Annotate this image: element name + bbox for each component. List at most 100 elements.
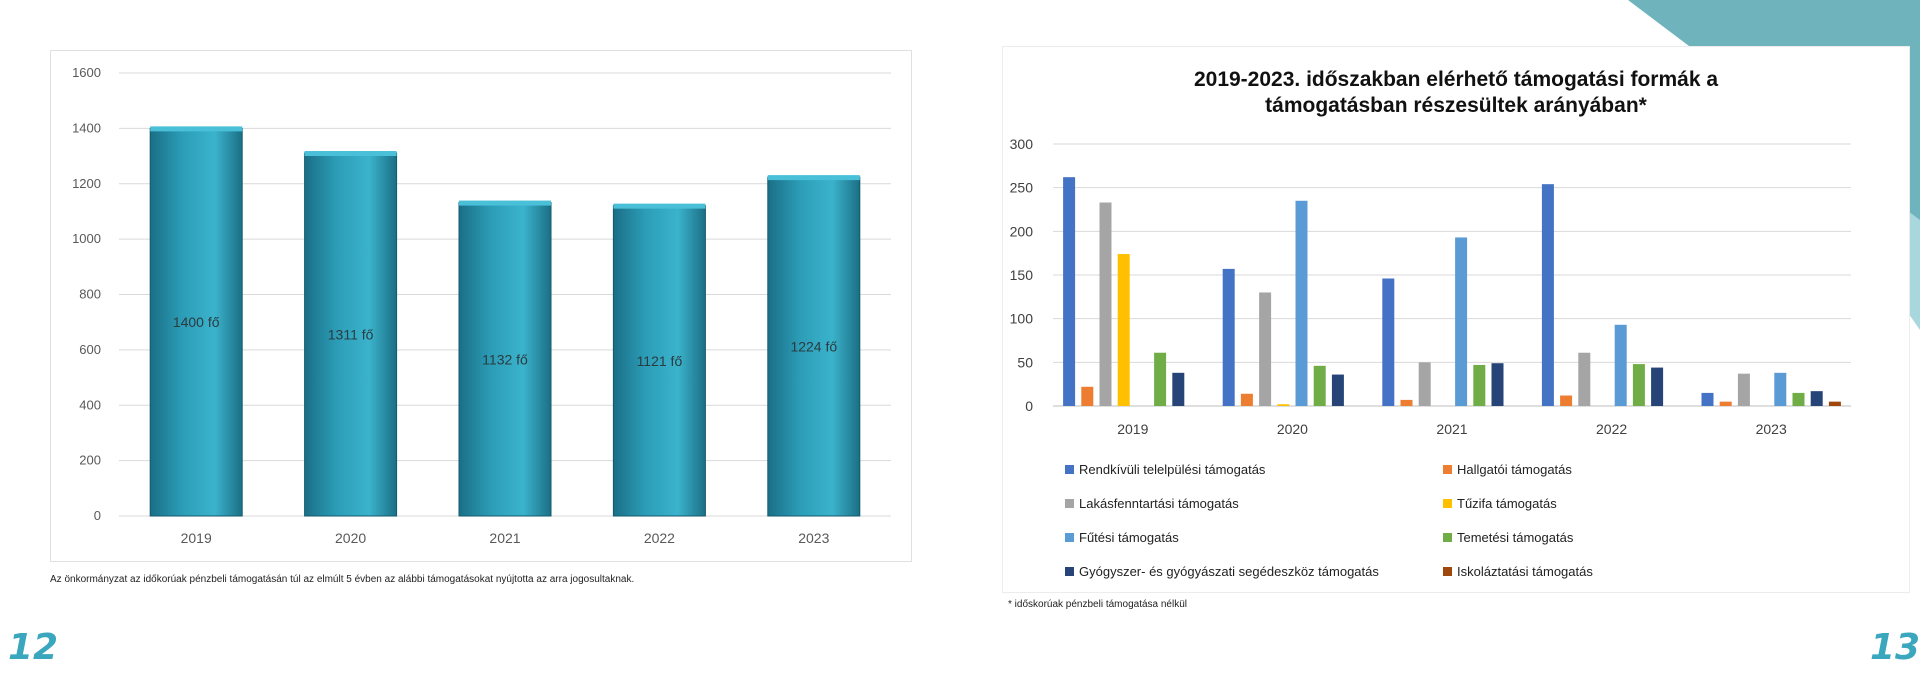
chart-title-line-2: támogatásban részesültek arányában* bbox=[1265, 94, 1647, 117]
y-tick-label: 1000 bbox=[72, 231, 101, 246]
legend-item: Temetési támogatás bbox=[1443, 530, 1573, 545]
legend-label: Fűtési támogatás bbox=[1079, 530, 1179, 545]
x-tick-label: 2019 bbox=[181, 530, 212, 546]
bar bbox=[1810, 391, 1823, 406]
legend-label: Hallgatói támogatás bbox=[1457, 462, 1572, 477]
bar bbox=[1701, 392, 1714, 406]
bar bbox=[1774, 372, 1787, 406]
x-tick-label: 2019 bbox=[1117, 421, 1148, 437]
legend-swatch bbox=[1065, 465, 1074, 475]
legend-item: Hallgatói támogatás bbox=[1443, 462, 1572, 477]
chart-title-line-1: 2019-2023. időszakban elérhető támogatás… bbox=[1194, 68, 1718, 91]
y-tick-label: 300 bbox=[1010, 136, 1034, 152]
legend-item: Gyógyszer- és gyógyászati segédeszköz tá… bbox=[1065, 564, 1379, 579]
x-tick-label: 2023 bbox=[798, 530, 829, 546]
x-tick-label: 2022 bbox=[644, 530, 675, 546]
bar-cap bbox=[304, 151, 397, 157]
bar bbox=[1473, 364, 1486, 406]
data-label: 1311 fő bbox=[328, 327, 374, 343]
bar bbox=[1277, 404, 1290, 406]
right-grouped-bar-chart: 2019-2023. időszakban elérhető támogatás… bbox=[1010, 68, 1851, 437]
y-tick-label: 150 bbox=[1010, 267, 1034, 283]
bar bbox=[1828, 401, 1841, 406]
legend-label: Lakásfenntartási támogatás bbox=[1079, 496, 1239, 511]
bar bbox=[458, 202, 552, 517]
bar-cap bbox=[613, 203, 706, 209]
x-tick-label: 2022 bbox=[1596, 421, 1627, 437]
legend-swatch bbox=[1065, 567, 1074, 577]
bar bbox=[1737, 373, 1750, 406]
bar bbox=[1099, 202, 1112, 406]
bar bbox=[1154, 352, 1167, 406]
y-tick-label: 0 bbox=[1025, 398, 1033, 414]
bar bbox=[1172, 372, 1185, 406]
legend-swatch bbox=[1443, 533, 1452, 543]
x-tick-label: 2023 bbox=[1756, 421, 1787, 437]
bar bbox=[1578, 352, 1591, 406]
x-tick-label: 2020 bbox=[1277, 421, 1308, 437]
bar bbox=[1382, 278, 1395, 406]
bar-cap bbox=[150, 126, 243, 132]
y-tick-label: 250 bbox=[1010, 180, 1034, 196]
legend-swatch bbox=[1443, 499, 1452, 509]
bar bbox=[1719, 401, 1732, 406]
legend-label: Tűzifa támogatás bbox=[1457, 496, 1557, 511]
bar bbox=[304, 152, 398, 517]
left-caption: Az önkormányzat az időkorúak pénzbeli tá… bbox=[50, 574, 635, 585]
legend-swatch bbox=[1443, 567, 1452, 577]
y-tick-label: 600 bbox=[79, 342, 101, 357]
y-tick-label: 1600 bbox=[72, 65, 101, 80]
legend-swatch bbox=[1065, 499, 1074, 509]
legend-item: Lakásfenntartási támogatás bbox=[1065, 496, 1239, 511]
y-tick-label: 200 bbox=[1010, 223, 1034, 239]
bar bbox=[1792, 392, 1805, 406]
bar bbox=[1259, 292, 1272, 406]
right-chart-frame: 2019-2023. időszakban elérhető támogatás… bbox=[1002, 46, 1910, 593]
legend-label: Iskoláztatási támogatás bbox=[1457, 564, 1593, 579]
bar bbox=[1632, 364, 1645, 406]
legend-swatch bbox=[1443, 465, 1452, 475]
x-tick-label: 2021 bbox=[489, 530, 520, 546]
legend-label: Gyógyszer- és gyógyászati segédeszköz tá… bbox=[1079, 564, 1379, 579]
bar bbox=[1063, 177, 1076, 406]
bar bbox=[1560, 395, 1573, 406]
bar bbox=[1418, 362, 1431, 406]
bar bbox=[1222, 268, 1235, 406]
legend-item: Tűzifa támogatás bbox=[1443, 496, 1557, 511]
y-tick-label: 50 bbox=[1017, 354, 1033, 370]
data-label: 1400 fő bbox=[173, 314, 220, 330]
bar bbox=[1614, 324, 1627, 406]
y-tick-label: 1400 bbox=[72, 120, 101, 135]
y-tick-label: 800 bbox=[79, 287, 101, 302]
data-label: 1121 fő bbox=[637, 353, 683, 369]
data-label: 1132 fő bbox=[482, 351, 528, 367]
bar-cap bbox=[767, 175, 860, 181]
y-tick-label: 200 bbox=[79, 453, 101, 468]
left-chart-frame: 0 200 400 600 800 1000 1200 1400 1600 1400 fő 2019… bbox=[50, 50, 912, 562]
bar bbox=[1295, 200, 1308, 406]
bar bbox=[1651, 367, 1664, 406]
y-tick-label: 0 bbox=[94, 508, 101, 523]
bar bbox=[149, 127, 243, 517]
x-tick-label: 2021 bbox=[1436, 421, 1467, 437]
bar bbox=[1491, 363, 1504, 406]
bar-cap bbox=[459, 200, 551, 206]
y-tick-label: 100 bbox=[1010, 311, 1034, 327]
bar bbox=[1313, 365, 1326, 406]
bar bbox=[1400, 399, 1413, 406]
left-bar-chart: 0 200 400 600 800 1000 1200 1400 1600 1400 fő 2019… bbox=[72, 65, 891, 546]
right-footnote: * időskorúak pénzbeli támogatása nélkül bbox=[1008, 599, 1187, 610]
bar bbox=[1081, 386, 1094, 406]
legend-item: Rendkívüli telelpülési támogatás bbox=[1065, 462, 1265, 477]
legend-item: Iskoláztatási támogatás bbox=[1443, 564, 1593, 579]
legend-swatch bbox=[1065, 533, 1074, 543]
page-number-right: 13 bbox=[1870, 627, 1920, 668]
bar bbox=[767, 176, 861, 517]
bar bbox=[1331, 374, 1344, 406]
page-number-left: 12 bbox=[8, 627, 59, 668]
bar bbox=[1117, 254, 1130, 406]
x-tick-label: 2020 bbox=[335, 530, 366, 546]
y-tick-label: 400 bbox=[79, 397, 101, 412]
bar bbox=[1240, 393, 1253, 406]
y-tick-label: 1200 bbox=[72, 176, 101, 191]
